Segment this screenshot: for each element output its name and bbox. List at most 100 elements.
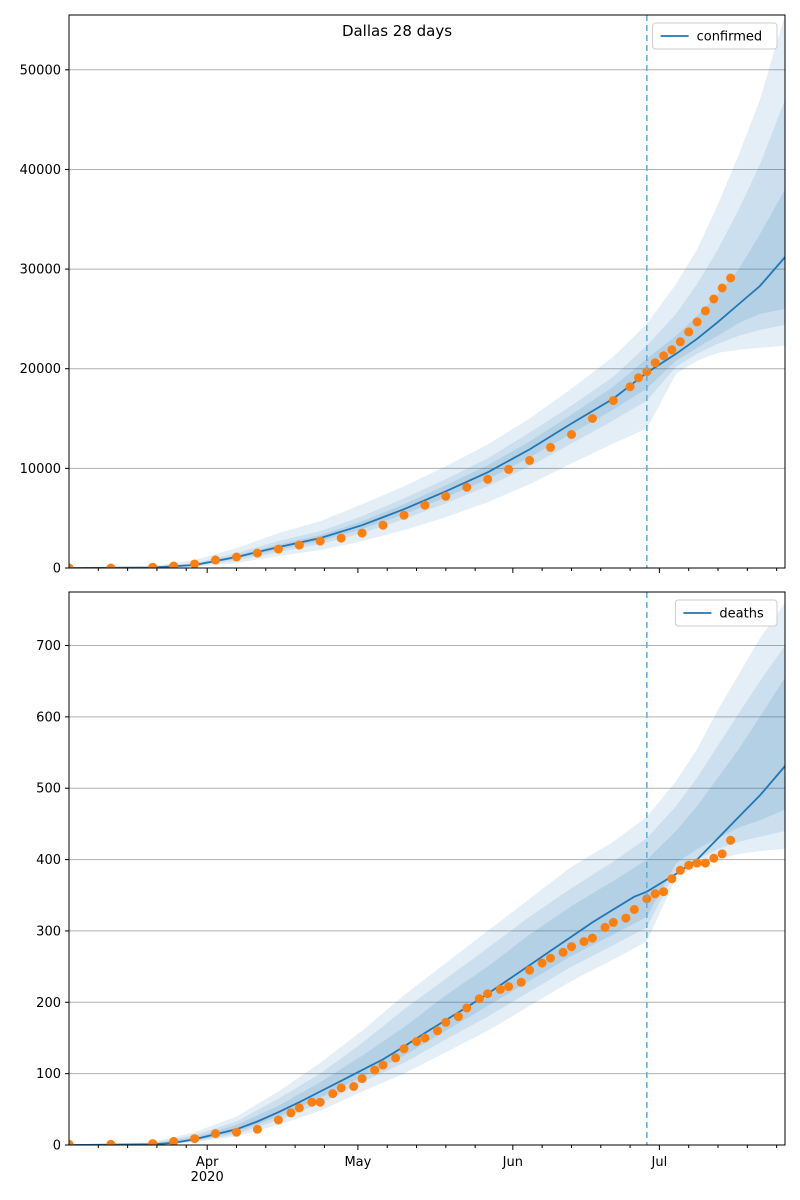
confirmed-ytick-label: 20000: [20, 362, 61, 377]
confirmed-observed-point: [378, 520, 388, 530]
deaths-observed-point: [420, 1033, 430, 1043]
deaths-ytick-label: 700: [36, 639, 61, 654]
deaths-observed-point: [474, 994, 484, 1004]
deaths-observed-point: [328, 1089, 338, 1099]
deaths-observed-point: [148, 1139, 158, 1145]
deaths-observed-point: [294, 1103, 304, 1113]
confirmed-observed-point: [483, 474, 493, 484]
deaths-observed-point: [307, 1097, 317, 1107]
confirmed-observed-point: [399, 510, 409, 520]
deaths-band-middle: [69, 645, 785, 1145]
confirmed-observed-point: [190, 559, 200, 568]
deaths-observed-point: [453, 1012, 463, 1022]
deaths-ytick-label: 0: [53, 1139, 61, 1154]
confirmed-legend-label: confirmed: [697, 30, 763, 45]
confirmed-observed-point: [587, 414, 597, 423]
deaths-observed-point: [399, 1044, 409, 1054]
confirmed-band-outer: [69, 15, 785, 568]
deaths-observed-point: [700, 858, 710, 868]
confirmed-observed-point: [441, 491, 451, 501]
deaths-legend-box: [674, 599, 778, 627]
deaths-observed-point: [558, 947, 568, 957]
confirmed-observed-point: [357, 528, 367, 538]
confirmed-ytick-label: 10000: [20, 462, 61, 477]
deaths-ytick-label: 200: [36, 996, 61, 1011]
deaths-observed-point: [211, 1129, 220, 1139]
deaths-observed-point: [684, 860, 694, 870]
deaths-ytick-label: 400: [36, 853, 61, 868]
confirmed-observed-point: [525, 455, 535, 465]
deaths-observed-point: [709, 853, 719, 863]
deaths-ytick-label: 300: [36, 924, 61, 939]
confirmed-observed-point: [650, 358, 660, 368]
deaths-xtick-label: Apr: [196, 1155, 219, 1170]
confirmed-observed-point: [634, 373, 643, 383]
confirmed-ytick-label: 50000: [20, 63, 61, 78]
deaths-observed-point: [441, 1017, 451, 1027]
confirmed-observed-point: [106, 563, 116, 568]
confirmed-observed-point: [462, 482, 472, 492]
chart-title: Dallas 28 days: [342, 22, 452, 40]
confirmed-observed-point: [504, 464, 514, 474]
deaths-observed-point: [621, 913, 631, 923]
deaths-observed-point: [357, 1074, 367, 1084]
deaths-observed-point: [579, 937, 589, 947]
confirmed-ytick-label: 0: [53, 562, 61, 577]
confirmed-observed-point: [675, 337, 685, 347]
confirmed-observed-point: [625, 382, 635, 392]
confirmed-ytick-label: 30000: [20, 263, 61, 278]
deaths-observed-point: [525, 965, 535, 975]
confirmed-observed-point: [608, 396, 618, 406]
deaths-ytick-label: 600: [36, 710, 61, 725]
confirmed-observed-point: [211, 555, 220, 565]
deaths-observed-point: [378, 1060, 388, 1070]
confirmed-observed-point: [667, 345, 677, 355]
deaths-xtick-label: Jul: [651, 1155, 668, 1170]
deaths-observed-point: [504, 982, 514, 992]
confirmed-observed-point: [420, 500, 430, 510]
confirmed-axes-frame: [68, 14, 786, 569]
deaths-observed-point: [349, 1082, 359, 1091]
confirmed-ytick-label: 40000: [20, 163, 61, 178]
confirmed-observed-point: [232, 552, 241, 562]
confirmed-plot-area: [69, 15, 785, 568]
deaths-observed-point: [169, 1136, 179, 1145]
deaths-observed-point: [495, 984, 505, 994]
confirmed-observed-point: [169, 561, 179, 568]
deaths-xtick-label: 2020: [191, 1170, 224, 1185]
deaths-observed-point: [391, 1053, 401, 1063]
deaths-observed-point: [273, 1115, 283, 1125]
deaths-observed-point: [69, 1139, 74, 1145]
deaths-xtick-label: May: [344, 1155, 371, 1170]
deaths-observed-point: [587, 933, 597, 943]
deaths-ytick-label: 100: [36, 1067, 61, 1082]
deaths-observed-point: [546, 953, 555, 963]
confirmed-observed-point: [148, 562, 158, 568]
confirmed-observed-point: [659, 351, 669, 361]
deaths-observed-point: [667, 874, 677, 884]
deaths-ytick-label: 500: [36, 782, 61, 797]
deaths-observed-point: [608, 917, 618, 927]
deaths-observed-point: [433, 1026, 442, 1036]
confirmed-observed-point: [273, 544, 283, 554]
deaths-axes-frame: [68, 591, 786, 1146]
confirmed-legend-box: [652, 22, 778, 50]
deaths-plot-area: [69, 602, 785, 1145]
deaths-observed-point: [717, 849, 727, 859]
confirmed-observed-point: [717, 283, 727, 293]
deaths-observed-point: [336, 1083, 346, 1093]
confirmed-panel: 0 10000 20000 30000 40000 50000 confirmed: [20, 14, 786, 577]
deaths-observed-point: [190, 1134, 200, 1144]
confirmed-observed-point: [252, 548, 262, 558]
confirmed-model-line: [69, 256, 785, 568]
confirmed-observed-point: [336, 533, 346, 543]
deaths-observed-point: [106, 1139, 116, 1145]
confirmed-observed-point: [294, 540, 304, 550]
deaths-observed-point: [675, 865, 685, 875]
confirmed-observed-point: [709, 294, 719, 304]
deaths-observed-point: [629, 905, 639, 914]
deaths-band-inner: [69, 677, 785, 1145]
deaths-observed-point: [567, 942, 576, 952]
